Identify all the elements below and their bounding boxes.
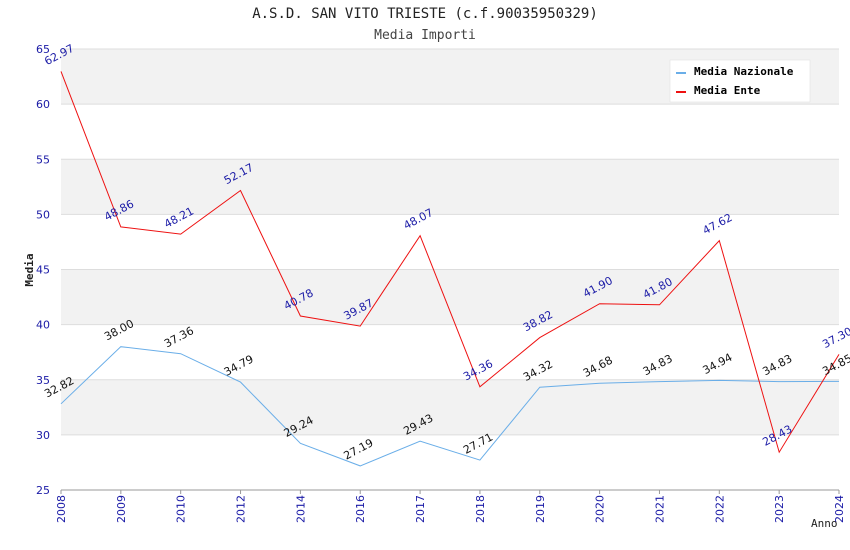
y-axis-ticks: 25 30 35 40 45 50 55 60 65 [36, 43, 50, 497]
grid-band [61, 379, 839, 435]
y-tick-label: 50 [36, 208, 50, 221]
x-axis-title: Anno [811, 517, 838, 530]
x-tick-label: 2016 [354, 495, 367, 523]
series-line-media-ente [60, 71, 840, 454]
grid-band [61, 324, 839, 380]
legend-label-media-ente: Media Ente [694, 84, 761, 97]
y-axis-title: Media [23, 253, 36, 286]
y-tick-label: 40 [36, 319, 50, 332]
x-tick-label: 2010 [175, 495, 188, 523]
grid-band [61, 434, 839, 490]
y-tick-label: 60 [36, 98, 50, 111]
grid-bands [61, 49, 839, 490]
chart-subtitle: Media Importi [374, 28, 476, 43]
x-tick-label: 2019 [534, 495, 547, 523]
x-tick-label: 2009 [115, 495, 128, 523]
x-tick-label: 2014 [294, 495, 307, 523]
y-tick-label: 65 [36, 43, 50, 56]
x-tick-label: 2022 [713, 495, 726, 523]
x-tick-label: 2018 [474, 495, 487, 523]
x-tick-label: 2021 [653, 495, 666, 523]
x-tick-label: 2020 [594, 495, 607, 523]
x-tick-label: 2017 [414, 495, 427, 523]
legend-label-media-nazionale: Media Nazionale [694, 65, 794, 78]
grid-band [61, 214, 839, 270]
grid-band [61, 159, 839, 215]
legend: Media Nazionale Media Ente [669, 59, 811, 103]
grid-band [61, 104, 839, 160]
x-axis-ticks: 2008 2009 2010 2012 2014 2016 2017 2018 2019 2020… [55, 490, 846, 523]
x-tick-label: 2012 [235, 495, 248, 523]
grid-band [61, 269, 839, 325]
y-tick-label: 25 [36, 484, 50, 497]
legend-box [669, 59, 811, 103]
x-tick-label: 2024 [833, 495, 846, 523]
x-tick-label: 2008 [55, 495, 68, 523]
chart-title: A.S.D. SAN VITO TRIESTE (c.f.90035950329… [252, 6, 598, 22]
series-line-media-nazionale [60, 346, 840, 467]
y-tick-label: 55 [36, 153, 50, 166]
y-tick-label: 30 [36, 429, 50, 442]
y-tick-label: 45 [36, 264, 50, 277]
series-lines [60, 71, 840, 467]
y-tick-label: 35 [36, 374, 50, 387]
x-tick-label: 2023 [773, 495, 786, 523]
